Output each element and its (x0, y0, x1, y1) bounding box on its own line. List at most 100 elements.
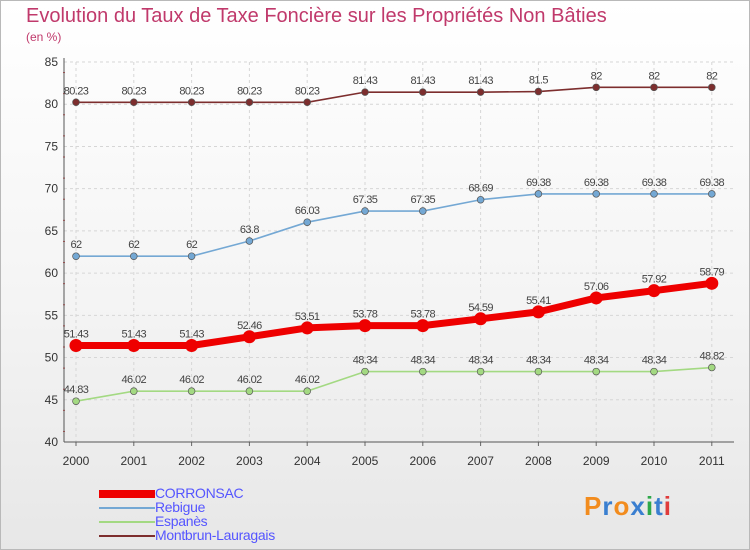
data-point (592, 83, 600, 92)
data-point (187, 98, 196, 107)
data-label: 82 (706, 70, 718, 82)
data-label: 80.23 (64, 85, 89, 97)
y-axis-ticks: 40 45 50 55 60 65 70 75 80 85 (45, 55, 59, 449)
legend-label: Montbrun-Lauragais (155, 527, 275, 543)
data-label: 46.02 (122, 374, 147, 386)
data-label: 67.35 (353, 194, 378, 206)
data-label: 69.38 (526, 177, 551, 189)
data-label: 81.43 (468, 75, 493, 87)
data-point (419, 367, 427, 376)
y-tick-label: 85 (45, 55, 59, 69)
data-label: 80.23 (179, 85, 204, 97)
logo-letter: x (630, 491, 646, 521)
data-point (650, 83, 658, 92)
legend-swatch (99, 521, 155, 523)
x-tick-label: 2000 (63, 454, 90, 468)
data-point (476, 88, 485, 96)
data-label: 48.34 (468, 355, 493, 367)
data-point (647, 284, 661, 298)
data-point (650, 190, 658, 198)
data-label: 46.02 (179, 374, 204, 386)
data-label: 53.78 (353, 309, 378, 321)
legend-swatch (99, 490, 155, 498)
axes (63, 58, 734, 446)
data-label: 57.06 (584, 281, 609, 293)
data-point (130, 98, 138, 107)
data-point (245, 237, 254, 245)
legend-label: Espanès (155, 513, 208, 529)
x-tick-label: 2008 (525, 454, 552, 468)
y-tick-label: 60 (45, 266, 59, 280)
proxiti-logo: Proxiti (584, 491, 672, 522)
data-point (130, 387, 138, 395)
data-label: 48.34 (642, 355, 667, 367)
data-point (419, 88, 427, 96)
x-tick-label: 2001 (120, 454, 147, 468)
data-label: 68.69 (468, 183, 493, 195)
data-label: 57.92 (642, 274, 667, 286)
series-line-2 (75, 366, 713, 403)
data-point (534, 87, 543, 96)
data-label: 82 (591, 70, 603, 82)
x-tick-label: 2002 (178, 454, 205, 468)
data-label: 80.23 (295, 85, 320, 97)
y-tick-label: 65 (45, 224, 59, 238)
data-point (589, 291, 603, 305)
data-label: 63.8 (240, 224, 259, 236)
data-point (72, 98, 80, 107)
data-point (187, 387, 196, 395)
data-label: 44.83 (64, 384, 89, 396)
legend-label: Rebigue (155, 499, 206, 515)
y-tick-label: 55 (45, 308, 59, 322)
data-point (534, 367, 543, 376)
data-point (303, 98, 311, 107)
data-label: 81.5 (529, 75, 548, 87)
data-label: 80.23 (237, 85, 262, 97)
data-point (705, 276, 719, 290)
series-group (69, 83, 719, 405)
data-point (72, 397, 80, 405)
data-point (650, 367, 658, 376)
x-axis-ticks: 2000 2001 2002 2003 2004 2005 2006 2007 2008 2009… (63, 454, 725, 468)
data-labels: 62 62 62 63.8 66.03 67.35 67.35 68.69 69.38 69.38… (64, 70, 725, 396)
logo-letter: i (663, 491, 672, 521)
y-tick-label: 75 (45, 139, 59, 153)
x-tick-label: 2009 (583, 454, 610, 468)
data-point (187, 252, 196, 260)
logo-letter: P (584, 491, 603, 521)
y-tick-label: 50 (45, 351, 59, 365)
x-tick-label: 2006 (409, 454, 436, 468)
data-label: 48.34 (411, 355, 436, 367)
data-label: 69.38 (700, 177, 725, 189)
data-point (592, 190, 600, 198)
data-point (300, 321, 314, 335)
data-point (127, 338, 141, 352)
logo-letter: i (645, 491, 655, 521)
y-tick-label: 45 (45, 393, 59, 407)
logo-letter: t (654, 491, 664, 521)
data-point (534, 190, 543, 198)
x-tick-label: 2003 (236, 454, 263, 468)
data-label: 48.34 (584, 355, 609, 367)
data-label: 55.41 (526, 295, 551, 307)
data-point (592, 367, 600, 376)
y-tick-label: 40 (45, 435, 59, 449)
data-point (416, 319, 430, 333)
data-label: 53.78 (411, 309, 436, 321)
data-point (708, 83, 716, 92)
data-point (72, 252, 80, 260)
data-label: 69.38 (584, 177, 609, 189)
data-label: 51.43 (122, 328, 147, 340)
data-point (708, 190, 716, 198)
y-tick-label: 80 (45, 97, 59, 111)
data-label: 48.34 (353, 355, 378, 367)
data-point (708, 363, 716, 372)
data-point (242, 330, 256, 344)
data-label: 62 (70, 239, 82, 251)
data-point (419, 207, 427, 215)
data-label: 80.23 (122, 85, 147, 97)
data-label: 62 (186, 239, 198, 251)
x-tick-label: 2010 (641, 454, 668, 468)
data-point (531, 305, 545, 319)
data-point (361, 207, 369, 215)
